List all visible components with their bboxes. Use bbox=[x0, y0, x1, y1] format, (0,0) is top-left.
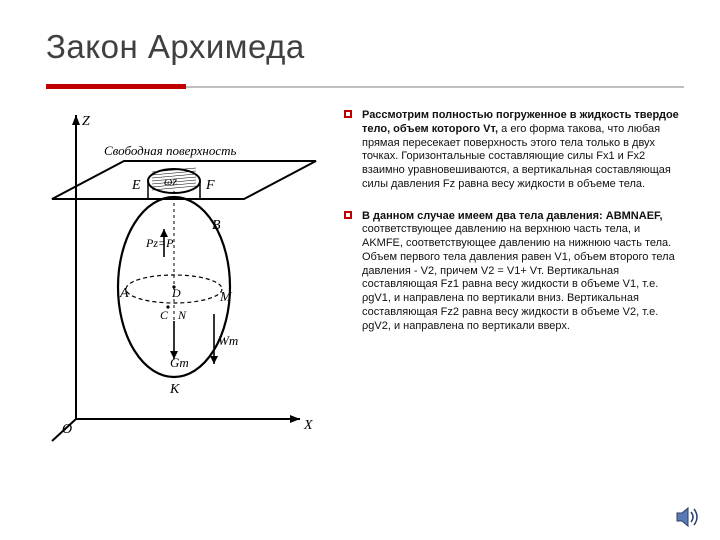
svg-text:Свободная поверхность: Свободная поверхность bbox=[104, 143, 237, 158]
svg-text:Pz=P: Pz=P bbox=[145, 236, 174, 250]
svg-text:Z: Z bbox=[82, 114, 90, 129]
svg-text:C: C bbox=[160, 308, 169, 322]
svg-text:Wт: Wт bbox=[218, 333, 238, 348]
svg-text:Gт: Gт bbox=[170, 355, 189, 370]
svg-text:K: K bbox=[169, 382, 180, 397]
svg-text:A: A bbox=[119, 286, 129, 301]
sound-icon bbox=[676, 506, 702, 528]
archimedes-figure: Z X O Свободная поверхность E Fωz B A M DCN K Pz=P W… bbox=[46, 109, 326, 449]
svg-text:X: X bbox=[303, 418, 313, 433]
bullet-icon bbox=[344, 110, 352, 118]
svg-text:F: F bbox=[205, 178, 215, 193]
paragraph-1: Рассмотрим полностью погруженное в жидко… bbox=[344, 109, 684, 192]
title-rule bbox=[46, 84, 684, 89]
p2-lead: В данном случае имеем два тела давления:… bbox=[362, 210, 663, 222]
svg-text:ωz: ωz bbox=[164, 174, 177, 188]
p2-rest: соответствующее давлению на верхнюю част… bbox=[362, 223, 675, 331]
svg-text:E: E bbox=[131, 178, 141, 193]
svg-text:D: D bbox=[171, 286, 181, 300]
svg-text:N: N bbox=[177, 308, 187, 322]
svg-text:B: B bbox=[212, 218, 221, 233]
bullet-icon bbox=[344, 211, 352, 219]
page-title: Закон Архимеда bbox=[46, 28, 684, 66]
paragraph-2: В данном случае имеем два тела давления:… bbox=[344, 210, 684, 334]
text-column: Рассмотрим полностью погруженное в жидко… bbox=[344, 109, 684, 449]
svg-text:M: M bbox=[219, 290, 233, 305]
svg-text:O: O bbox=[62, 422, 72, 437]
